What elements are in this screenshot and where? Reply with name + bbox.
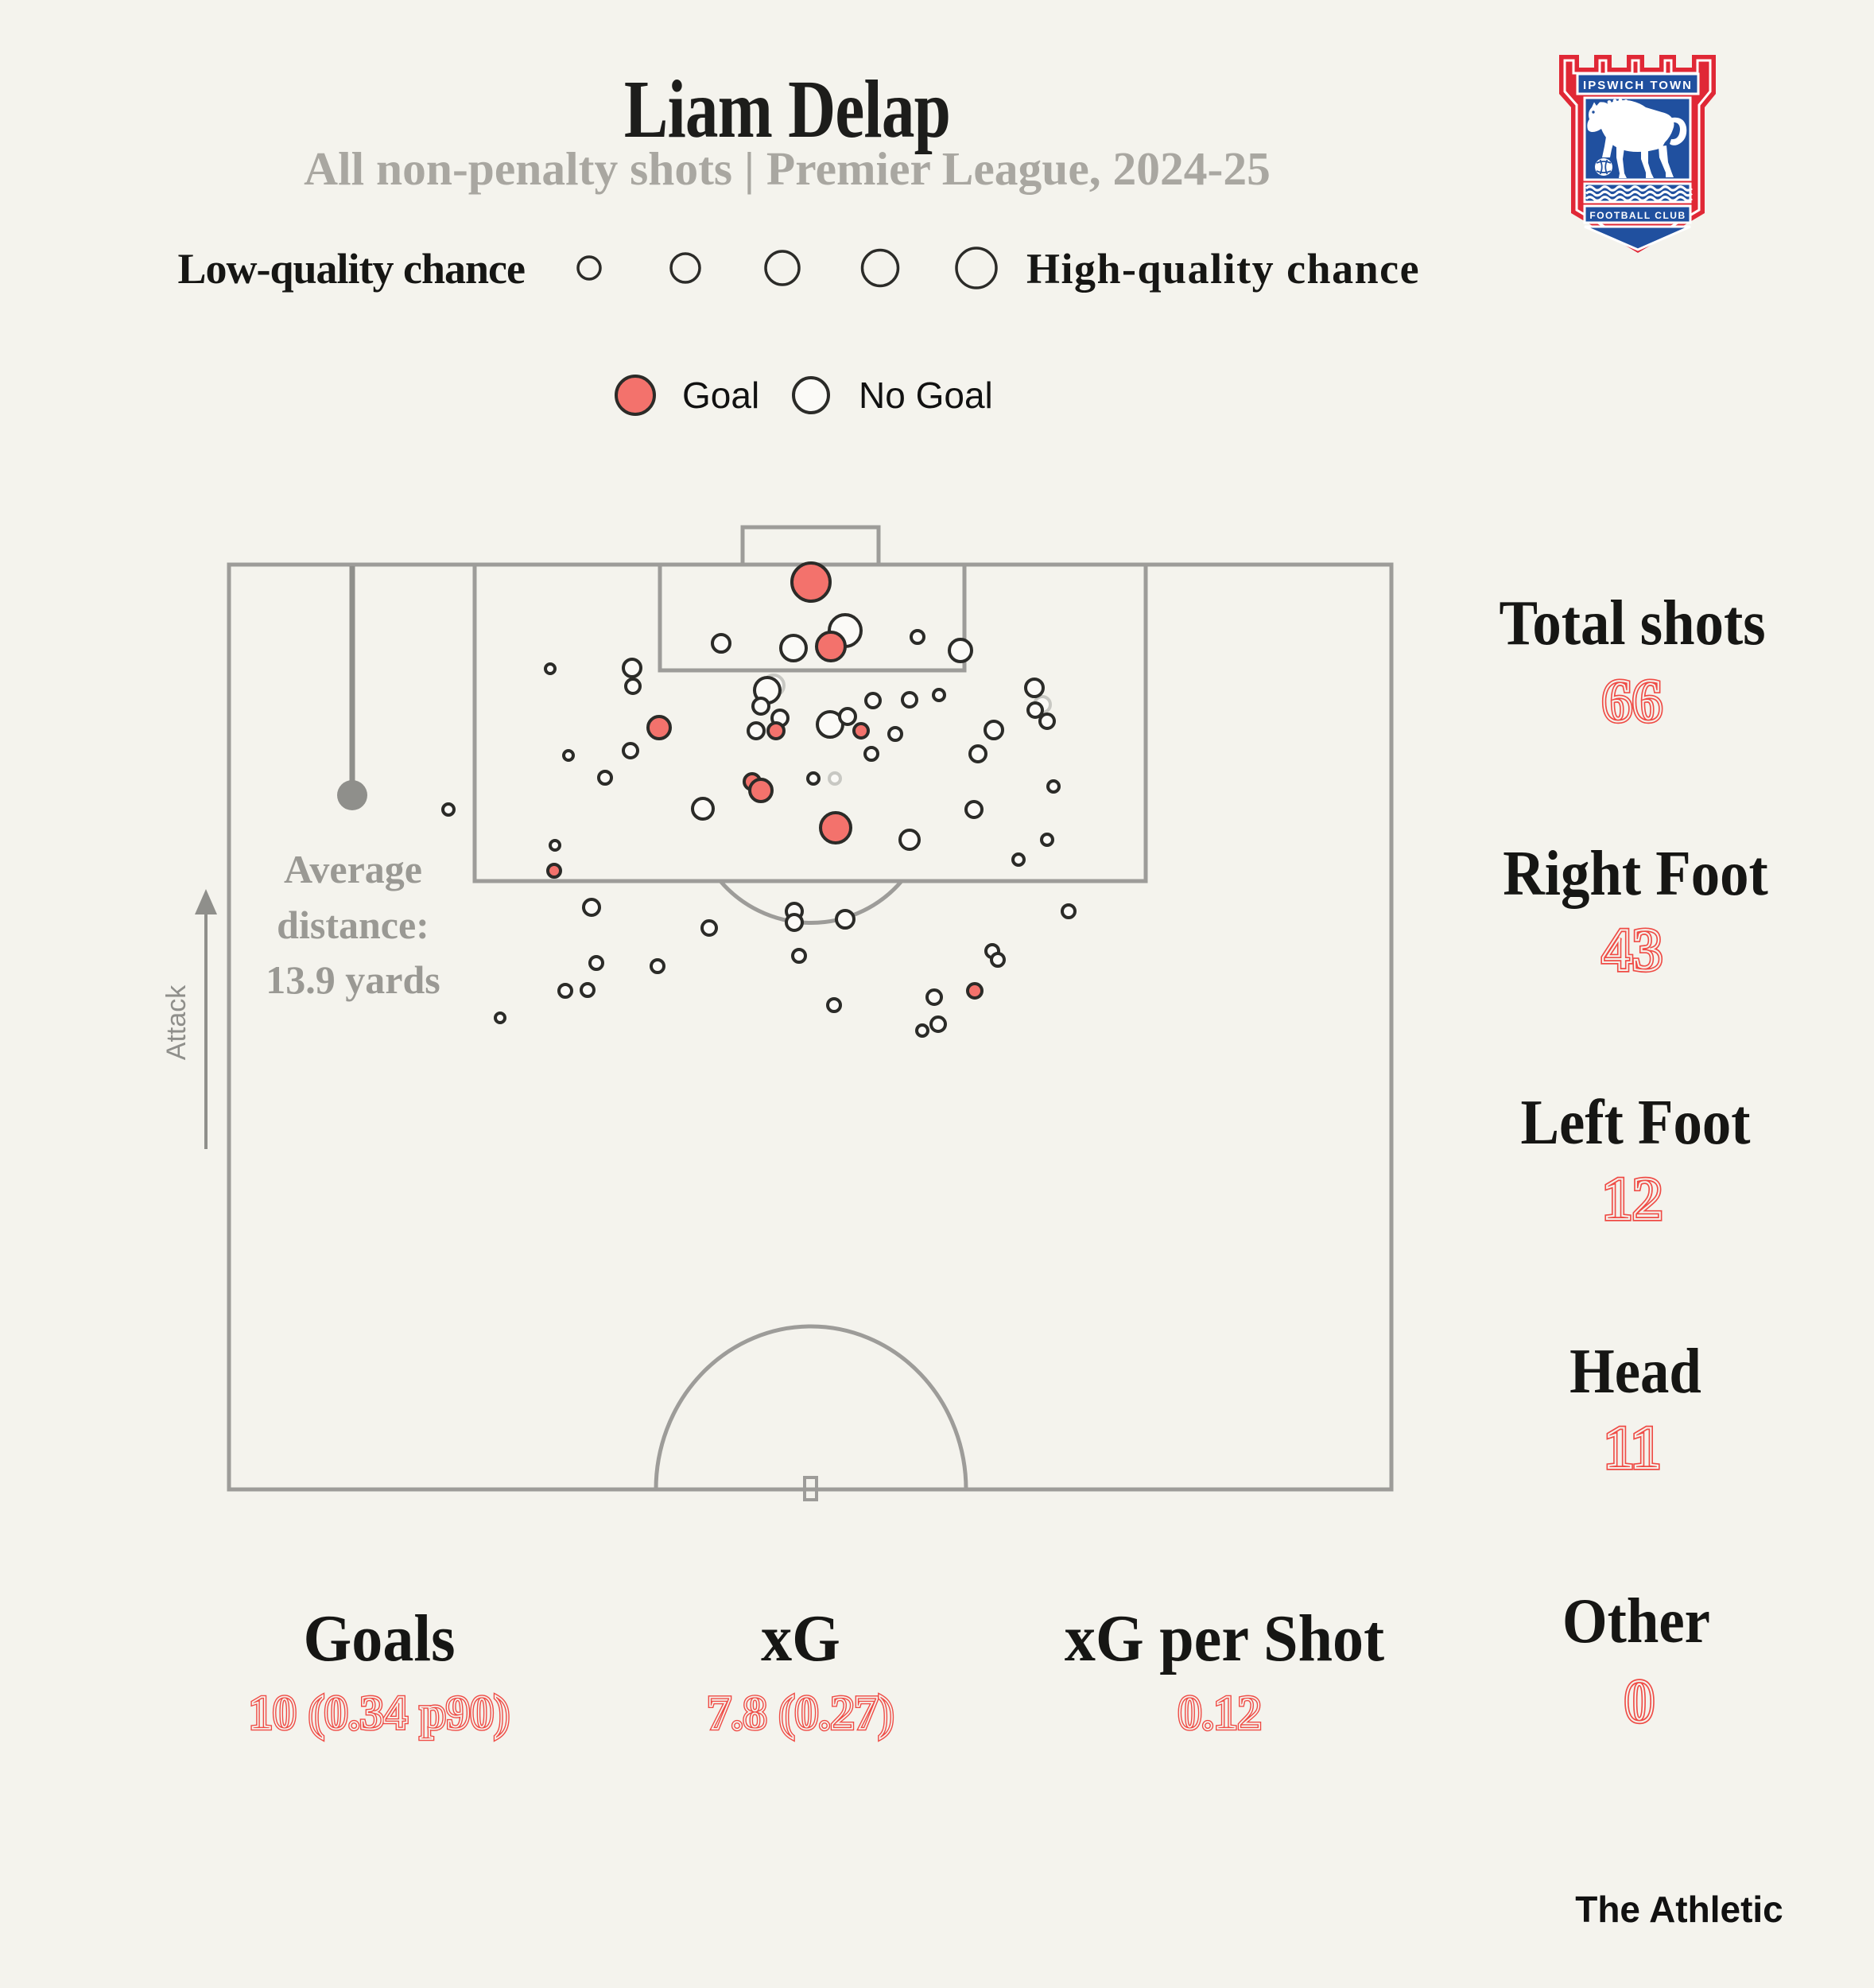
svg-text:11: 11 (1604, 1415, 1661, 1481)
svg-text:12: 12 (1602, 1166, 1663, 1233)
svg-text:66: 66 (1602, 668, 1663, 735)
svg-text:0.12: 0.12 (1178, 1687, 1262, 1739)
svg-text:66: 66 (1602, 668, 1663, 735)
svg-text:Average: Average (284, 847, 422, 891)
svg-text:Left Foot: Left Foot (1520, 1087, 1751, 1158)
svg-text:xG per Shot: xG per Shot (1065, 1601, 1384, 1675)
svg-text:No Goal: No Goal (859, 375, 993, 416)
svg-text:All non-penalty shots | Premie: All non-penalty shots | Premier League, … (304, 142, 1271, 195)
svg-text:Attack: Attack (161, 984, 192, 1060)
svg-text:7.8 (0.27): 7.8 (0.27) (708, 1687, 894, 1739)
svg-text:Other: Other (1562, 1586, 1710, 1656)
svg-text:Low-quality chance: Low-quality chance (177, 245, 525, 293)
svg-text:0: 0 (1624, 1668, 1655, 1735)
svg-text:0.12: 0.12 (1178, 1687, 1262, 1739)
svg-text:0: 0 (1624, 1668, 1655, 1735)
svg-text:11: 11 (1604, 1415, 1661, 1481)
svg-text:10 (0.34 p90): 10 (0.34 p90) (249, 1687, 510, 1739)
svg-text:Liam Delap: Liam Delap (624, 64, 950, 155)
svg-text:High-quality chance: High-quality chance (1026, 245, 1420, 293)
svg-text:FOOTBALL CLUB: FOOTBALL CLUB (1589, 210, 1686, 221)
svg-text:Head: Head (1569, 1336, 1701, 1407)
svg-text:Right Foot: Right Foot (1503, 838, 1768, 909)
svg-text:43: 43 (1602, 917, 1663, 984)
svg-text:Goals: Goals (304, 1601, 456, 1675)
svg-text:Total shots: Total shots (1499, 588, 1765, 658)
svg-text:10 (0.34 p90): 10 (0.34 p90) (249, 1687, 510, 1739)
svg-text:xG: xG (761, 1601, 840, 1675)
svg-text:12: 12 (1602, 1166, 1663, 1233)
svg-text:distance:: distance: (277, 903, 429, 947)
svg-text:7.8 (0.27): 7.8 (0.27) (708, 1687, 894, 1739)
svg-text:IPSWICH TOWN: IPSWICH TOWN (1583, 79, 1693, 92)
svg-text:Goal: Goal (682, 375, 759, 416)
svg-text:43: 43 (1602, 917, 1663, 984)
svg-text:The Athletic: The Athletic (1575, 1889, 1783, 1930)
svg-text:13.9 yards: 13.9 yards (266, 957, 440, 1002)
